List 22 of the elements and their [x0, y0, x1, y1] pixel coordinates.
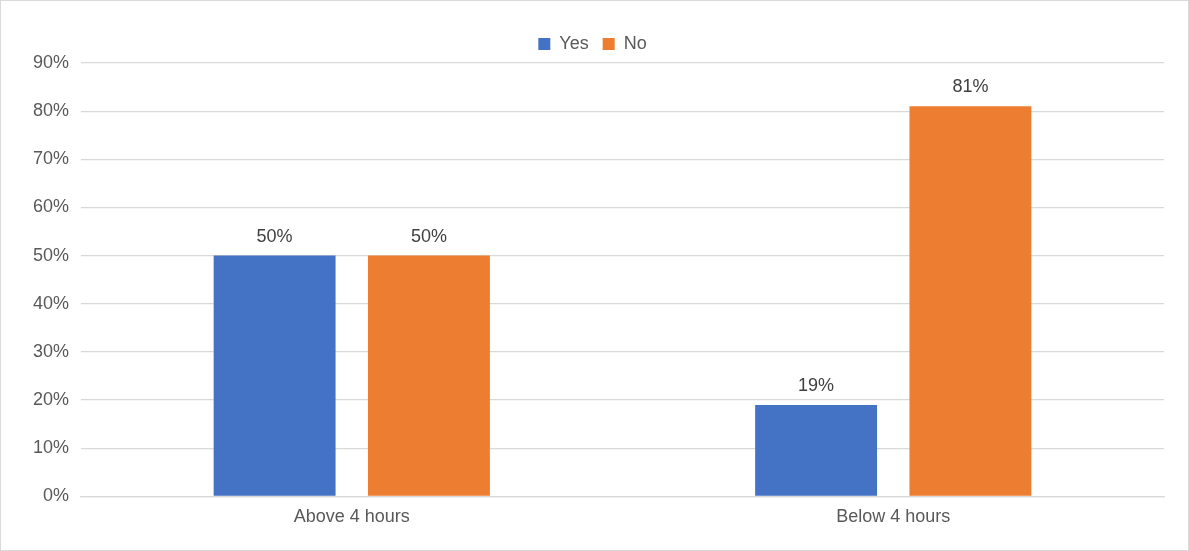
y-tick-label: 70%: [33, 148, 70, 169]
x-tick-label: Below 4 hours: [836, 506, 951, 527]
y-tick-label: 50%: [33, 244, 70, 265]
data-label: 50%: [410, 225, 447, 246]
data-label: 19%: [798, 374, 835, 395]
bar: [213, 255, 336, 496]
y-tick-label: 10%: [33, 437, 70, 458]
y-tick-label: 20%: [33, 389, 70, 410]
y-tick-label: 90%: [33, 51, 70, 72]
data-label: 50%: [256, 225, 293, 246]
y-tick-label: 80%: [33, 100, 70, 121]
data-label: 81%: [952, 76, 989, 97]
y-tick-label: 40%: [33, 292, 70, 313]
x-tick-label: Above 4 hours: [293, 506, 410, 527]
bar: [909, 106, 1032, 496]
legend-label: Yes: [559, 32, 589, 53]
y-tick-label: 60%: [33, 196, 70, 217]
y-tick-label: 30%: [33, 340, 70, 361]
legend-label: No: [623, 32, 647, 53]
bar: [367, 255, 490, 496]
y-tick-label: 0%: [43, 485, 70, 506]
bar: [755, 404, 878, 496]
